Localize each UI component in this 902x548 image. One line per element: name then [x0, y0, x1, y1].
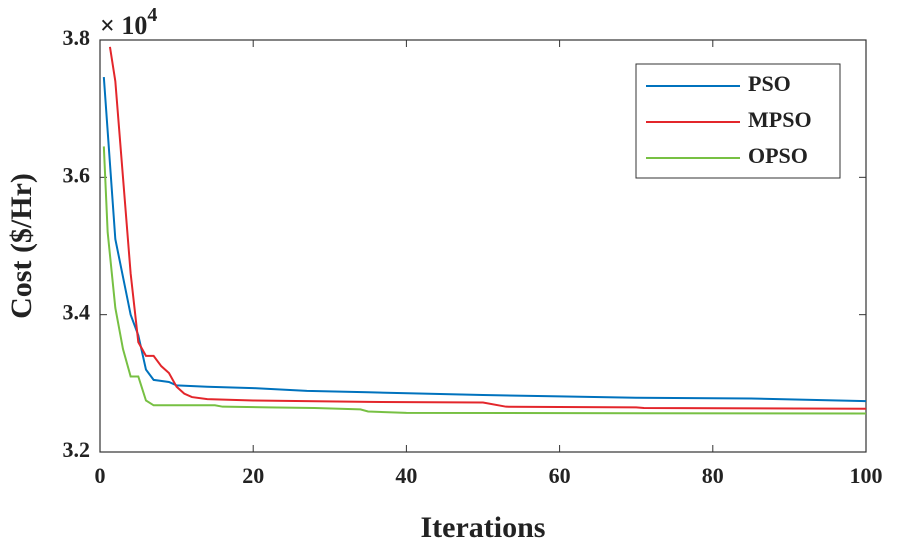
- series-line: [102, 77, 867, 403]
- legend-label: PSO: [748, 71, 791, 96]
- x-axis-title: Iterations: [421, 511, 546, 544]
- x-tick-label: 0: [95, 463, 106, 488]
- legend-label: OPSO: [748, 143, 808, 168]
- y-axis-title: Cost ($/Hr): [5, 173, 38, 319]
- x-tick-label: 60: [549, 463, 571, 488]
- y-tick-label: 3.4: [63, 300, 91, 325]
- x-tick-label: 40: [395, 463, 417, 488]
- x-tick-label: 100: [850, 463, 883, 488]
- y-tick-label: 3.2: [63, 437, 91, 462]
- plot-frame: [99, 39, 867, 453]
- multiplier-exponent: 4: [147, 4, 157, 26]
- y-tick-label: 3.6: [63, 162, 91, 187]
- x-tick-label: 80: [702, 463, 724, 488]
- x-tick-label: 20: [242, 463, 264, 488]
- y-multiplier: × 104: [100, 4, 157, 40]
- multiplier-base: × 10: [100, 11, 147, 40]
- series-line: [102, 146, 867, 415]
- y-tick-label: 3.8: [63, 25, 91, 50]
- series-line: [108, 46, 867, 410]
- legend-label: MPSO: [748, 107, 812, 132]
